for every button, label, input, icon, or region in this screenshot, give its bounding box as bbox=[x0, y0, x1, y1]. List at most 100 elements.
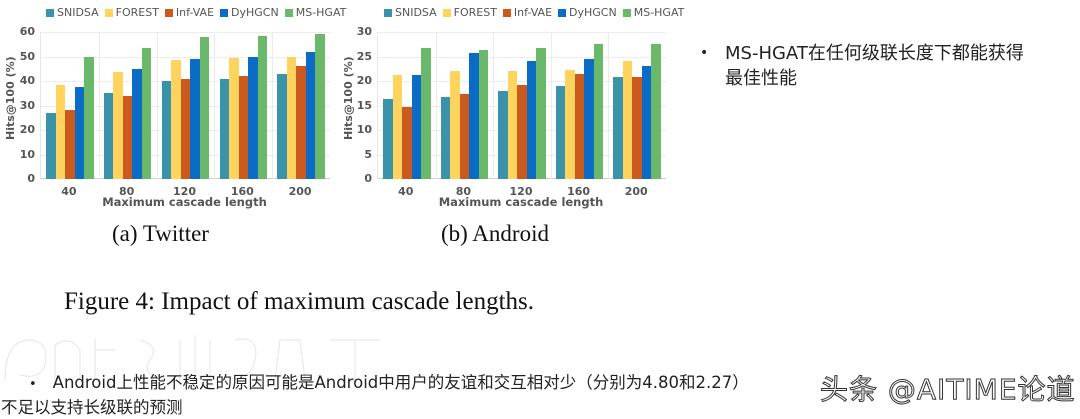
legend-label: DyHGCN bbox=[569, 6, 617, 19]
bar-snidsa-160 bbox=[555, 85, 566, 179]
bullet-point-bottom: • Android上性能不稳定的原因可能是Android中用户的友谊和交互相对少（… bbox=[1, 371, 749, 419]
bar-forest-200 bbox=[622, 60, 633, 179]
bar-dyhgcn-160 bbox=[584, 58, 594, 179]
bar-ms-hgat-80 bbox=[478, 49, 489, 179]
legend-item: SNIDSA bbox=[384, 6, 437, 19]
bar-inf-vae-80 bbox=[459, 94, 470, 179]
bullet-point-right: • MS-HGAT在任何级联长度下都能获得 最佳性能 bbox=[700, 41, 1024, 91]
legend-item: SNIDSA bbox=[46, 6, 99, 19]
bar-forest-120 bbox=[507, 70, 518, 179]
chart-legend: SNIDSA FOREST Inf-VAE DyHGCN MS-HGAT bbox=[46, 6, 346, 19]
gridline bbox=[41, 32, 330, 33]
x-tick-label: 200 bbox=[624, 185, 648, 198]
x-axis-label: Maximum cascade length bbox=[438, 195, 604, 209]
bar-ms-hgat-200 bbox=[651, 44, 661, 179]
bar-dyhgcn-120 bbox=[526, 61, 537, 179]
legend-item: MS-HGAT bbox=[284, 6, 347, 19]
chart-legend: SNIDSA FOREST Inf-VAE DyHGCN MS-HGAT bbox=[384, 6, 684, 19]
bar-forest-160 bbox=[565, 70, 575, 179]
bar-inf-vae-200 bbox=[632, 76, 642, 179]
bar-snidsa-80 bbox=[103, 93, 114, 179]
plot-area bbox=[40, 32, 330, 179]
legend-swatch bbox=[220, 8, 229, 17]
y-tick-label: 0 bbox=[27, 172, 35, 185]
decorative-watermark-outline bbox=[4, 335, 380, 385]
y-tick-label: 20 bbox=[356, 74, 372, 87]
category-divider bbox=[156, 32, 158, 179]
x-tick-label: 80 bbox=[455, 185, 472, 198]
y-tick-label: 30 bbox=[19, 98, 35, 112]
bullet-right-line-1: MS-HGAT在任何级联长度下都能获得 bbox=[725, 43, 1024, 64]
legend-label: MS-HGAT bbox=[295, 6, 347, 19]
legend-item: Inf-VAE bbox=[502, 6, 553, 19]
bullet-right-line-2: 最佳性能 bbox=[725, 68, 797, 89]
y-tick-label: 5 bbox=[364, 147, 372, 161]
bar-snidsa-40 bbox=[46, 112, 56, 179]
plot-area bbox=[377, 32, 666, 179]
android-chart: SNIDSA FOREST Inf-VAE DyHGCN MS-HGAT Hits@10… bbox=[338, 0, 684, 210]
bar-forest-40 bbox=[55, 84, 66, 179]
bar-snidsa-40 bbox=[383, 99, 393, 179]
bar-forest-80 bbox=[450, 71, 460, 179]
legend-item: DyHGCN bbox=[558, 6, 617, 19]
legend-item: FOREST bbox=[442, 6, 497, 19]
x-tick-label: 120 bbox=[173, 185, 196, 198]
category-divider bbox=[98, 32, 100, 179]
twitter-chart: SNIDSA FOREST Inf-VAE DyHGCN MS-HGAT Hits@10… bbox=[0, 0, 346, 210]
x-tick-label: 120 bbox=[509, 185, 533, 198]
y-tick-label: 10 bbox=[19, 147, 35, 161]
y-tick-label: 10 bbox=[356, 123, 372, 136]
legend-item: Inf-VAE bbox=[164, 6, 214, 19]
bar-dyhgcn-80 bbox=[469, 52, 479, 179]
y-tick-label: 15 bbox=[356, 98, 372, 112]
bullet-glyph: • bbox=[700, 45, 709, 61]
bar-dyhgcn-160 bbox=[248, 56, 258, 179]
subcaption-android: (b) Android bbox=[441, 221, 549, 246]
bar-inf-vae-120 bbox=[180, 78, 191, 179]
legend-swatch bbox=[622, 8, 631, 17]
y-tick-label: 0 bbox=[364, 172, 372, 185]
legend-swatch bbox=[104, 8, 113, 17]
category-divider bbox=[608, 32, 610, 179]
bar-inf-vae-120 bbox=[517, 85, 527, 179]
bar-dyhgcn-120 bbox=[190, 58, 200, 179]
bullet-bottom-line-2: 不足以支持长级联的预测 bbox=[1, 398, 183, 417]
x-tick-label: 40 bbox=[398, 185, 414, 198]
bullet-bottom-line-1: Android上性能不稳定的原因可能是Android中用户的友谊和交互相对少（分… bbox=[52, 373, 749, 392]
gridline bbox=[378, 32, 666, 33]
bar-snidsa-200 bbox=[613, 76, 623, 179]
source-watermark: 头条 @AITIME论道 bbox=[820, 373, 1076, 407]
bar-ms-hgat-120 bbox=[199, 36, 210, 179]
x-axis-label: Maximum cascade length bbox=[102, 195, 267, 209]
bar-dyhgcn-200 bbox=[641, 65, 652, 179]
category-divider bbox=[550, 32, 552, 179]
bar-forest-80 bbox=[113, 72, 123, 179]
category-divider bbox=[272, 32, 274, 179]
bar-dyhgcn-40 bbox=[411, 75, 422, 179]
gridline bbox=[41, 56, 330, 58]
legend-label: SNIDSA bbox=[57, 6, 99, 19]
legend-item: DyHGCN bbox=[220, 6, 279, 19]
bar-ms-hgat-120 bbox=[536, 47, 546, 179]
bar-inf-vae-200 bbox=[296, 66, 306, 179]
bar-forest-200 bbox=[286, 56, 297, 179]
bar-snidsa-160 bbox=[219, 78, 230, 179]
bar-dyhgcn-80 bbox=[132, 68, 142, 179]
bullet-glyph: • bbox=[29, 377, 37, 392]
legend-label: DyHGCN bbox=[231, 6, 279, 19]
bar-ms-hgat-160 bbox=[593, 44, 604, 179]
legend-swatch bbox=[384, 8, 392, 17]
legend-label: FOREST bbox=[453, 6, 497, 19]
x-tick-label: 80 bbox=[119, 185, 135, 198]
legend-label: MS-HGAT bbox=[633, 6, 685, 19]
legend-item: MS-HGAT bbox=[622, 6, 685, 19]
bar-inf-vae-80 bbox=[122, 95, 133, 179]
legend-label: Inf-VAE bbox=[513, 6, 553, 19]
x-tick-label: 40 bbox=[61, 185, 77, 198]
legend-swatch bbox=[442, 8, 451, 17]
y-tick-label: 25 bbox=[356, 49, 372, 63]
legend-label: SNIDSA bbox=[395, 6, 437, 19]
y-tick-label: 20 bbox=[19, 123, 35, 136]
bar-snidsa-120 bbox=[161, 81, 172, 179]
gridline bbox=[378, 81, 666, 82]
